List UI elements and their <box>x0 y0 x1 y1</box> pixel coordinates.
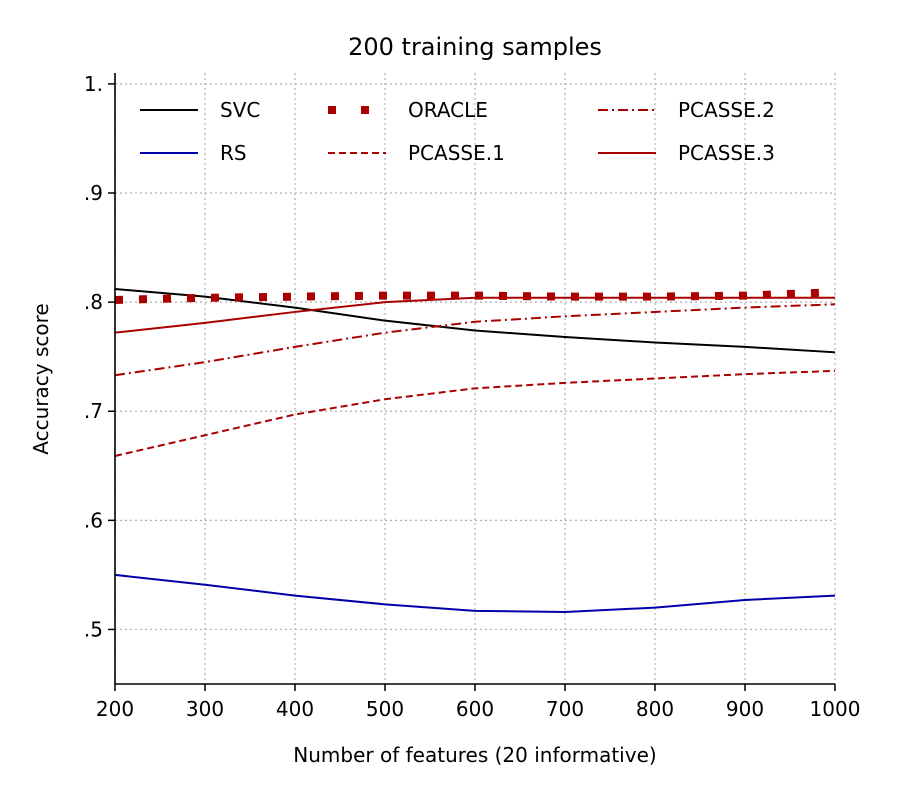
series-line-rs <box>114 573 836 613</box>
legend-label: ORACLE <box>408 98 488 122</box>
y-tick-label: 1. <box>84 72 103 96</box>
y-tick-label: .5 <box>84 617 103 641</box>
series-line-oracle <box>114 288 836 304</box>
x-tick-label: 500 <box>366 697 404 721</box>
series-line-pcasse-3 <box>114 296 835 334</box>
y-tick-label: .7 <box>84 399 103 423</box>
x-tick-label: 400 <box>276 697 314 721</box>
legend-label: PCASSE.2 <box>678 98 775 122</box>
x-tick-label: 600 <box>456 697 494 721</box>
x-tick-label: 800 <box>636 697 674 721</box>
legend-label: RS <box>220 141 247 165</box>
grid <box>114 73 836 684</box>
y-tick-label: .8 <box>84 290 103 314</box>
legend: SVC RS ORACLE PCASSE.1 PCASSE.2 PCASSE.3 <box>140 98 775 165</box>
series-line-svc <box>114 288 836 354</box>
chart-title: 200 training samples <box>348 33 602 61</box>
x-axis-title: Number of features (20 informative) <box>293 743 656 767</box>
legend-label: PCASSE.3 <box>678 141 775 165</box>
y-tick-label: .9 <box>84 181 103 205</box>
y-ticks: .5 .6 .7 .8 .9 1. <box>84 72 115 641</box>
x-tick-label: 300 <box>186 697 224 721</box>
y-axis-title: Accuracy score <box>29 303 53 454</box>
x-tick-label: 900 <box>726 697 764 721</box>
legend-label: PCASSE.1 <box>408 141 505 165</box>
series-layer <box>114 288 836 613</box>
series-line-pcasse-1 <box>114 369 836 457</box>
x-tick-label: 1000 <box>810 697 861 721</box>
x-tick-label: 700 <box>546 697 584 721</box>
x-tick-label: 200 <box>96 697 134 721</box>
series-line-pcasse-2 <box>114 303 836 377</box>
y-tick-label: .6 <box>84 508 103 532</box>
legend-label: SVC <box>220 98 260 122</box>
x-ticks: 200 300 400 500 600 700 800 900 1000 <box>96 684 861 721</box>
